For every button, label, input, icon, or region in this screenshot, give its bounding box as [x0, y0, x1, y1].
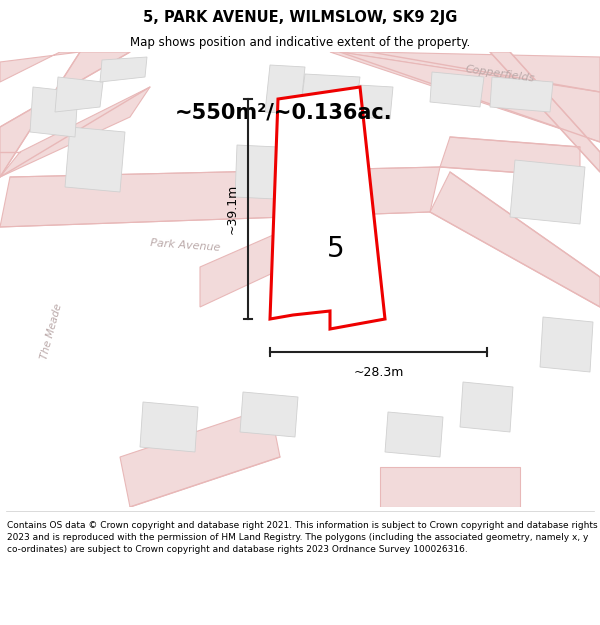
Polygon shape [0, 52, 130, 177]
Text: ~550m²/~0.136ac.: ~550m²/~0.136ac. [175, 102, 392, 122]
Polygon shape [490, 52, 600, 172]
Polygon shape [430, 172, 600, 307]
Polygon shape [200, 197, 360, 307]
Text: Contains OS data © Crown copyright and database right 2021. This information is : Contains OS data © Crown copyright and d… [7, 521, 598, 554]
Polygon shape [0, 167, 440, 227]
Polygon shape [330, 52, 600, 142]
Polygon shape [440, 137, 580, 177]
Text: Park Avenue: Park Avenue [149, 238, 220, 252]
Polygon shape [65, 127, 125, 192]
Text: ~39.1m: ~39.1m [226, 184, 239, 234]
Polygon shape [540, 317, 593, 372]
Polygon shape [100, 57, 147, 82]
Polygon shape [265, 65, 305, 114]
Text: 5, PARK AVENUE, WILMSLOW, SK9 2JG: 5, PARK AVENUE, WILMSLOW, SK9 2JG [143, 11, 457, 26]
Text: 5: 5 [327, 235, 344, 263]
Polygon shape [355, 85, 393, 119]
Text: The Meade: The Meade [40, 303, 64, 361]
Polygon shape [385, 412, 443, 457]
Text: ~28.3m: ~28.3m [353, 366, 404, 379]
Polygon shape [140, 402, 198, 452]
Text: Map shows position and indicative extent of the property.: Map shows position and indicative extent… [130, 36, 470, 49]
Polygon shape [120, 407, 280, 507]
Polygon shape [0, 52, 80, 82]
Polygon shape [460, 382, 513, 432]
Polygon shape [270, 87, 385, 329]
Polygon shape [510, 160, 585, 224]
Text: Copperfields: Copperfields [464, 64, 535, 84]
Polygon shape [55, 77, 103, 112]
Polygon shape [0, 87, 150, 177]
Polygon shape [30, 87, 78, 137]
Polygon shape [430, 72, 484, 107]
Polygon shape [300, 74, 360, 117]
Polygon shape [235, 145, 278, 199]
Polygon shape [340, 52, 600, 92]
Polygon shape [490, 77, 553, 112]
Polygon shape [240, 392, 298, 437]
Polygon shape [380, 467, 520, 507]
